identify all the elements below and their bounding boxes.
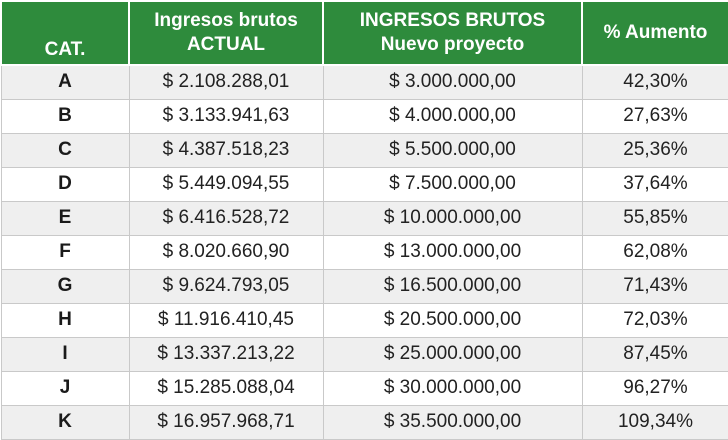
- actual-income-cell: $ 15.285.088,04: [128, 370, 324, 406]
- actual-income-cell: $ 8.020.660,90: [128, 234, 324, 270]
- header-cat: CAT.: [0, 0, 130, 66]
- table-row: G $ 9.624.793,05 $ 16.500.000,00 71,43%: [0, 268, 728, 304]
- increase-percent-cell: 55,85%: [581, 200, 728, 236]
- cat-cell: C: [0, 132, 130, 168]
- table-row: F $ 8.020.660,90 $ 13.000.000,00 62,08%: [0, 234, 728, 270]
- cat-cell: H: [0, 302, 130, 338]
- cat-cell: K: [0, 404, 130, 440]
- increase-percent-cell: 109,34%: [581, 404, 728, 440]
- table-row: D $ 5.449.094,55 $ 7.500.000,00 37,64%: [0, 166, 728, 202]
- actual-income-cell: $ 3.133.941,63: [128, 98, 324, 134]
- actual-income-cell: $ 5.449.094,55: [128, 166, 324, 202]
- actual-income-cell: $ 13.337.213,22: [128, 336, 324, 372]
- new-income-cell: $ 13.000.000,00: [322, 234, 583, 270]
- new-income-cell: $ 5.500.000,00: [322, 132, 583, 168]
- new-income-cell: $ 10.000.000,00: [322, 200, 583, 236]
- increase-percent-cell: 42,30%: [581, 64, 728, 100]
- increase-percent-cell: 25,36%: [581, 132, 728, 168]
- table-row: I $ 13.337.213,22 $ 25.000.000,00 87,45%: [0, 336, 728, 372]
- header-actual-line2: ACTUAL: [186, 34, 266, 55]
- new-income-cell: $ 25.000.000,00: [322, 336, 583, 372]
- actual-income-cell: $ 9.624.793,05: [128, 268, 324, 304]
- increase-percent-cell: 27,63%: [581, 98, 728, 134]
- table-row: K $ 16.957.968,71 $ 35.500.000,00 109,34%: [0, 404, 728, 440]
- header-increase-label: % Aumento: [603, 22, 708, 43]
- cat-cell: J: [0, 370, 130, 406]
- header-new-project-income: INGRESOS BRUTOS Nuevo proyecto: [322, 0, 583, 66]
- new-income-cell: $ 30.000.000,00: [322, 370, 583, 406]
- cat-cell: A: [0, 64, 130, 100]
- cat-cell: I: [0, 336, 130, 372]
- table-row: J $ 15.285.088,04 $ 30.000.000,00 96,27%: [0, 370, 728, 406]
- cat-cell: G: [0, 268, 130, 304]
- increase-percent-cell: 72,03%: [581, 302, 728, 338]
- new-income-cell: $ 3.000.000,00: [322, 64, 583, 100]
- header-actual-income: Ingresos brutos ACTUAL: [128, 0, 324, 66]
- table-row: H $ 11.916.410,45 $ 20.500.000,00 72,03%: [0, 302, 728, 338]
- new-income-cell: $ 7.500.000,00: [322, 166, 583, 202]
- table-row: E $ 6.416.528,72 $ 10.000.000,00 55,85%: [0, 200, 728, 236]
- header-actual-line1: Ingresos brutos: [154, 10, 298, 31]
- new-income-cell: $ 16.500.000,00: [322, 268, 583, 304]
- increase-percent-cell: 62,08%: [581, 234, 728, 270]
- header-new-line2: Nuevo proyecto: [380, 34, 525, 55]
- header-row: CAT. Ingresos brutos ACTUAL INGRESOS BRU…: [0, 0, 728, 66]
- cat-cell: E: [0, 200, 130, 236]
- cat-cell: D: [0, 166, 130, 202]
- actual-income-cell: $ 16.957.968,71: [128, 404, 324, 440]
- increase-percent-cell: 96,27%: [581, 370, 728, 406]
- actual-income-cell: $ 6.416.528,72: [128, 200, 324, 236]
- table-header: CAT. Ingresos brutos ACTUAL INGRESOS BRU…: [0, 0, 728, 66]
- cat-cell: B: [0, 98, 130, 134]
- table-row: C $ 4.387.518,23 $ 5.500.000,00 25,36%: [0, 132, 728, 168]
- table-body: A $ 2.108.288,01 $ 3.000.000,00 42,30% B $ 3.…: [0, 64, 728, 440]
- increase-percent-cell: 37,64%: [581, 166, 728, 202]
- table-row: B $ 3.133.941,63 $ 4.000.000,00 27,63%: [0, 98, 728, 134]
- header-increase-percent: % Aumento: [581, 0, 728, 66]
- actual-income-cell: $ 11.916.410,45: [128, 302, 324, 338]
- table-row: A $ 2.108.288,01 $ 3.000.000,00 42,30%: [0, 64, 728, 100]
- new-income-cell: $ 4.000.000,00: [322, 98, 583, 134]
- header-new-line1: INGRESOS BRUTOS: [359, 10, 546, 31]
- header-cat-label: CAT.: [44, 39, 86, 60]
- new-income-cell: $ 20.500.000,00: [322, 302, 583, 338]
- actual-income-cell: $ 2.108.288,01: [128, 64, 324, 100]
- new-income-cell: $ 35.500.000,00: [322, 404, 583, 440]
- increase-percent-cell: 71,43%: [581, 268, 728, 304]
- cat-cell: F: [0, 234, 130, 270]
- increase-percent-cell: 87,45%: [581, 336, 728, 372]
- actual-income-cell: $ 4.387.518,23: [128, 132, 324, 168]
